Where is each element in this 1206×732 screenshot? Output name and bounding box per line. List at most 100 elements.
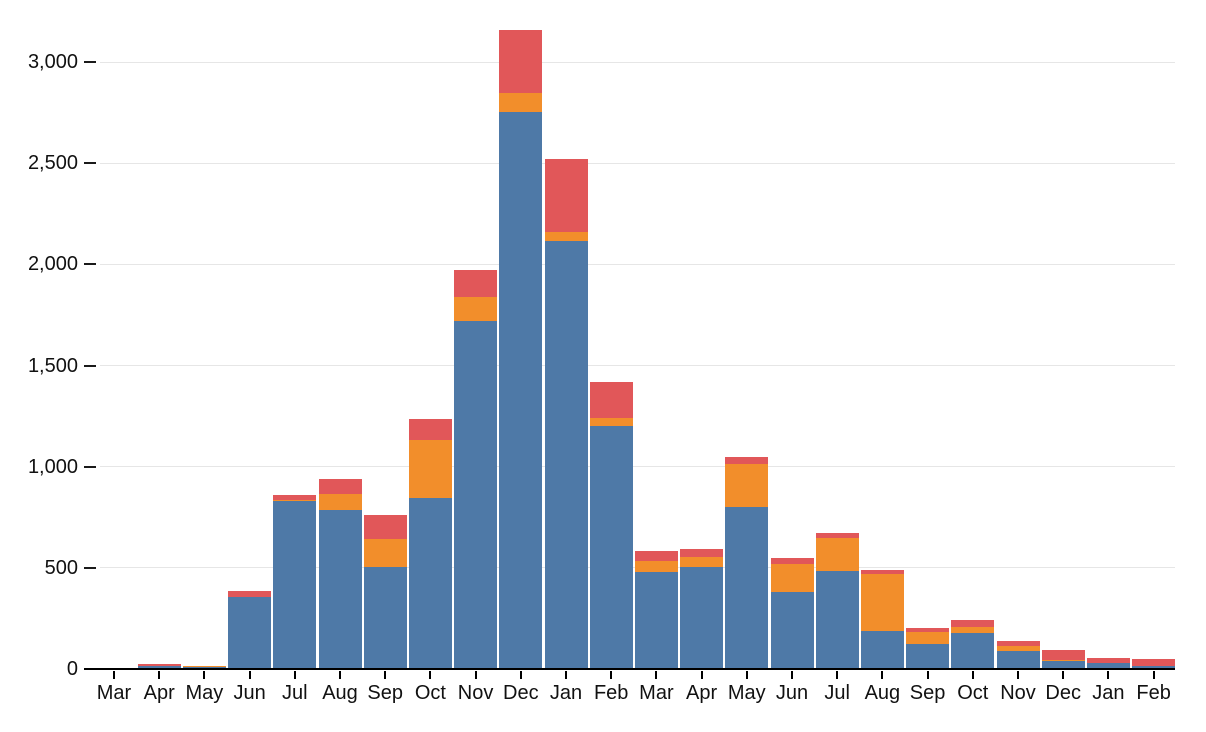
bar-segment-orange-series-may: [725, 464, 769, 507]
bar-segment-red-series-jun: [770, 558, 814, 565]
x-axis-label-11-jan: Jan: [549, 682, 583, 704]
x-tick-14: [700, 671, 703, 679]
bar-5-jul: [273, 495, 317, 669]
bar-segment-blue-series-feb: [1132, 665, 1176, 669]
bar-segment-red-series-jan: [544, 159, 588, 233]
x-tick-1: [113, 671, 115, 679]
bar-segment-red-series-sep: [363, 514, 407, 540]
x-axis-label-12-feb: Feb: [593, 682, 629, 704]
bar-segment-red-series-jul: [273, 495, 317, 501]
x-tick-21: [1017, 671, 1019, 679]
bar-segment-orange-series-aug: [860, 574, 904, 631]
x-tick-6: [339, 671, 341, 679]
y-tick-2500: [84, 162, 96, 165]
bar-segment-orange-series-nov: [996, 645, 1040, 651]
bar-segment-orange-series-dec: [1041, 660, 1085, 661]
gridline-2500: [100, 162, 1175, 164]
bar-7-sep: [363, 514, 407, 669]
x-tick-8: [429, 671, 432, 679]
x-axis-label-4-jun: Jun: [233, 682, 266, 704]
bar-12-feb: [589, 382, 633, 669]
x-axis-label-5-jul: Jul: [282, 682, 308, 704]
bar-segment-red-series-feb: [1132, 658, 1176, 666]
x-tick-20: [971, 671, 974, 679]
bar-segment-red-series-dec: [1041, 650, 1085, 661]
bar-segment-orange-series-jan: [544, 232, 588, 242]
x-axis-label-20-oct: Oct: [957, 682, 989, 704]
bar-segment-orange-series-mar: [634, 561, 678, 573]
x-tick-3: [203, 671, 206, 679]
bar-segment-blue-series-apr: [680, 566, 724, 669]
bar-11-jan: [544, 159, 588, 669]
bar-segment-orange-series-feb: [589, 418, 633, 426]
bar-segment-blue-series-sep: [363, 567, 407, 669]
y-tick-3000: [84, 61, 96, 63]
x-axis-label-7-sep: Sep: [367, 682, 403, 704]
bar-segment-blue-series-jul: [273, 501, 317, 669]
y-axis-label-0: 0: [66, 658, 78, 680]
bar-18-aug: [860, 570, 904, 669]
x-tick-24: [1152, 671, 1155, 679]
x-tick-15: [745, 671, 748, 679]
bar-6-aug: [318, 478, 362, 669]
y-axis-label-500: 500: [44, 556, 78, 579]
x-axis-label-15-may: May: [727, 682, 766, 704]
bar-segment-blue-series-oct: [951, 633, 995, 669]
x-axis-label-6-aug: Aug: [322, 682, 358, 704]
bar-15-may: [725, 456, 769, 669]
x-tick-18: [881, 671, 884, 679]
y-tick-1000: [84, 465, 96, 468]
x-tick-17: [836, 671, 839, 679]
x-tick-4: [248, 671, 251, 679]
x-tick-22: [1062, 671, 1065, 679]
bar-segment-orange-series-aug: [318, 493, 362, 510]
bar-2-apr: [137, 663, 181, 669]
bar-segment-red-series-may: [725, 456, 769, 465]
bar-segment-red-series-mar: [634, 550, 678, 562]
bar-segment-orange-series-oct: [408, 439, 452, 499]
bar-19-sep: [906, 627, 950, 669]
x-tick-19: [926, 671, 929, 679]
x-tick-5: [293, 671, 296, 679]
bar-segment-blue-series-nov: [996, 650, 1040, 669]
y-tick-2000: [84, 263, 96, 266]
x-tick-2: [158, 671, 161, 679]
x-axis-label-21-nov: Nov: [1000, 682, 1036, 704]
y-axis-label-2000: 2,000: [27, 253, 78, 276]
x-axis-label-3-may: May: [185, 682, 224, 704]
bar-segment-orange-series-jun: [770, 564, 814, 593]
bar-segment-red-series-aug: [860, 570, 904, 575]
x-axis-label-14-apr: Apr: [686, 682, 718, 704]
x-axis-label-2-apr: Apr: [143, 682, 175, 704]
bar-segment-red-series-feb: [589, 382, 633, 419]
gridline-3000: [100, 61, 1175, 63]
x-tick-9: [474, 671, 477, 679]
bar-segment-red-series-oct: [408, 419, 452, 440]
bar-segment-blue-series-jun: [770, 592, 814, 669]
bar-segment-red-series-sep: [906, 627, 950, 633]
bar-segment-orange-series-may: [182, 666, 226, 667]
bar-14-apr: [680, 548, 724, 669]
bar-9-nov: [454, 270, 498, 669]
bar-segment-red-series-apr: [680, 548, 724, 557]
x-axis-label-22-dec: Dec: [1045, 682, 1081, 704]
bar-segment-blue-series-nov: [454, 320, 498, 669]
bar-segment-red-series-nov: [454, 270, 498, 297]
bar-segment-orange-series-dec: [499, 93, 543, 112]
x-tick-16: [791, 671, 793, 679]
x-axis-label-23-jan: Jan: [1092, 682, 1125, 704]
bar-segment-blue-series-dec: [1041, 660, 1085, 669]
bar-17-jul: [815, 532, 859, 669]
bar-3-may: [182, 665, 226, 669]
bar-segment-blue-series-sep: [906, 644, 950, 669]
bar-10-dec: [499, 29, 543, 669]
x-axis-label-8-oct: Oct: [414, 682, 446, 704]
bar-segment-orange-series-jul: [815, 537, 859, 572]
x-axis-label-16-jun: Jun: [775, 682, 809, 704]
gridline-1000: [100, 466, 1175, 468]
x-tick-7: [384, 671, 387, 679]
bar-segment-blue-series-jun: [228, 597, 272, 669]
y-axis-label-1500: 1,500: [27, 354, 78, 377]
bar-20-oct: [951, 620, 995, 669]
